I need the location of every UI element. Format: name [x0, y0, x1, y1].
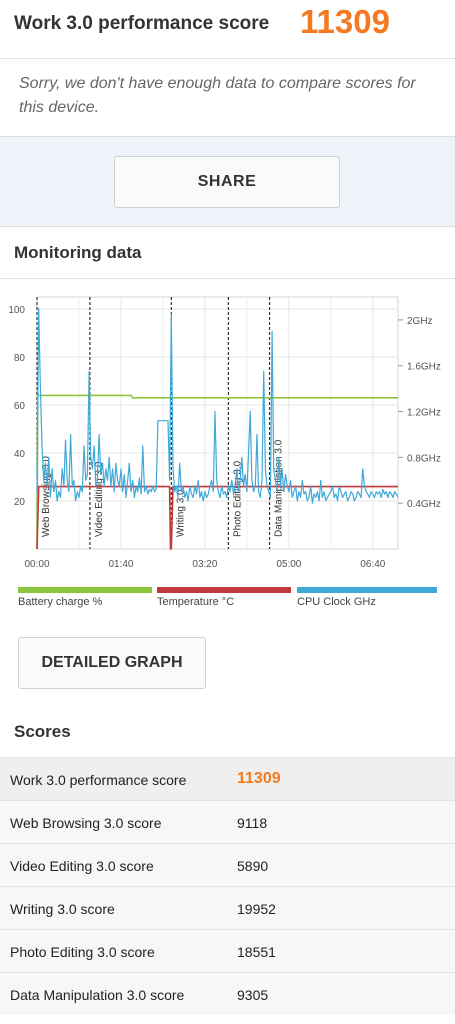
- x-tick-label: 05:00: [276, 559, 301, 570]
- header-card: Work 3.0 performance score 11309 Sorry, …: [0, 0, 455, 137]
- score-row-work: Work 3.0 performance score 11309: [0, 757, 455, 800]
- monitoring-chart: Web Browsing 3.0 Video Editing 3.0 Writing…: [8, 296, 441, 570]
- score-name: Web Browsing 3.0 score: [10, 815, 162, 831]
- score-row-web-browsing: Web Browsing 3.0 score 9118: [0, 800, 455, 843]
- series-cpu-clock-line: [36, 307, 399, 504]
- y-left-tick-label: 60: [14, 401, 26, 412]
- chart-grid: [36, 296, 399, 550]
- score-name: Data Manipulation 3.0 score: [10, 987, 185, 1003]
- phase-label: Writing 3.0: [175, 489, 186, 537]
- no-data-message: Sorry, we don't have enough data to comp…: [19, 75, 416, 116]
- score-name: Video Editing 3.0 score: [10, 858, 154, 874]
- legend-swatch-cpu-clock: [297, 587, 437, 593]
- legend-swatch-temperature: [157, 587, 291, 593]
- share-button[interactable]: SHARE: [114, 156, 340, 208]
- monitoring-title: Monitoring data: [14, 243, 142, 262]
- scores-table: Work 3.0 performance score 11309 Web Bro…: [0, 757, 455, 1015]
- score-row-data-manipulation: Data Manipulation 3.0 score 9305: [0, 972, 455, 1015]
- phase-label: Data Manipulation 3.0: [274, 439, 285, 537]
- phase-label: Web Browsing 3.0: [41, 456, 52, 537]
- plot-frame: [36, 296, 399, 550]
- x-tick-label: 03:20: [192, 559, 217, 570]
- chart-series: [36, 307, 399, 550]
- monitoring-card: Monitoring data Web Browsing 3.0 Video Ed…: [0, 226, 455, 1024]
- phase-label: Video Editing 3.0: [94, 461, 105, 537]
- y-right-tick-label: 2GHz: [407, 316, 433, 327]
- legend-label-temperature: Temperature °C: [157, 596, 235, 608]
- chart-axes: 00:00 01:40 03:20 05:00 06:40 20 40 60 80 100 0.4G…: [8, 305, 441, 570]
- score-value: 18551: [237, 944, 276, 960]
- score-name: Writing 3.0 score: [10, 901, 115, 917]
- divider: [0, 58, 455, 59]
- y-right-tick-label: 1.2GHz: [407, 408, 441, 419]
- detailed-graph-button[interactable]: DETAILED GRAPH: [18, 637, 206, 689]
- x-tick-label: 01:40: [108, 559, 133, 570]
- score-value: 19952: [237, 901, 276, 917]
- y-left-tick-label: 40: [14, 449, 26, 460]
- score-row-writing: Writing 3.0 score 19952: [0, 886, 455, 929]
- y-left-tick-label: 20: [14, 497, 26, 508]
- share-section: SHARE: [0, 138, 455, 226]
- overall-score: 11309: [300, 3, 390, 40]
- legend-temperature: Temperature °C: [157, 587, 291, 608]
- scores-title: Scores: [14, 722, 71, 741]
- score-row-video-editing: Video Editing 3.0 score 5890: [0, 843, 455, 886]
- x-tick-label: 00:00: [24, 559, 49, 570]
- y-left-tick-label: 100: [8, 305, 25, 316]
- y-left-tick-label: 80: [14, 353, 26, 364]
- score-value: 9305: [237, 987, 269, 1003]
- legend-cpu-clock: CPU Clock GHz: [297, 587, 437, 608]
- legend-label-cpu-clock: CPU Clock GHz: [297, 596, 376, 608]
- divider: [0, 278, 455, 279]
- score-name: Photo Editing 3.0 score: [10, 944, 155, 960]
- score-row-photo-editing: Photo Editing 3.0 score 18551: [0, 929, 455, 972]
- score-value: 11309: [237, 770, 281, 787]
- score-value: 5890: [237, 858, 269, 874]
- x-tick-label: 06:40: [360, 559, 385, 570]
- series-temperature-line: [36, 485, 398, 550]
- y-right-tick-label: 0.8GHz: [407, 453, 441, 464]
- legend-swatch-battery: [18, 587, 152, 593]
- phase-label: Photo Editing 3.0: [232, 460, 243, 537]
- y-right-tick-label: 1.6GHz: [407, 362, 441, 373]
- legend-battery: Battery charge %: [18, 587, 152, 608]
- legend-label-battery: Battery charge %: [18, 596, 103, 608]
- y-right-tick-label: 0.4GHz: [407, 499, 441, 510]
- score-name: Work 3.0 performance score: [10, 772, 187, 788]
- page-title: Work 3.0 performance score: [14, 13, 270, 34]
- score-value: 9118: [237, 815, 268, 831]
